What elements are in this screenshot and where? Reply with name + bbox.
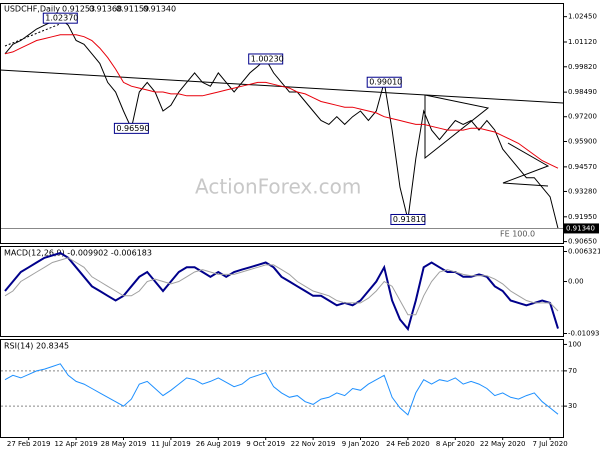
macd-panel	[0, 246, 564, 337]
rsi-title: RSI(14) 20.8345	[4, 342, 69, 351]
y-tick-label: 0.97200	[568, 113, 597, 121]
macd-title: MACD(12,26,9) -0.009902 -0.006183	[4, 249, 152, 258]
y-tick-label: 0.93280	[568, 187, 597, 195]
series-line	[4, 257, 559, 316]
last-price-label: 0.91340	[566, 224, 595, 232]
series-line	[4, 363, 559, 416]
x-tick-label: 24 Feb 2020	[386, 440, 430, 448]
y-tick-label: 0.95900	[568, 138, 597, 146]
symbol: USDCHF,Daily	[4, 5, 60, 14]
y-tick-label: 70	[568, 367, 577, 375]
x-tick-label: 22 Nov 2019	[291, 440, 336, 448]
x-tick-label: 28 May 2019	[101, 440, 147, 448]
y-tick-label: 0.94570	[568, 163, 597, 171]
rsi-panel	[0, 339, 564, 438]
price-label: 0.91810	[393, 215, 426, 224]
price-label: 1.02370	[45, 14, 78, 23]
last-price-box	[564, 223, 599, 234]
wedge	[502, 142, 550, 187]
y-tick-label: 0.90650	[568, 238, 597, 246]
x-tick-label: 12 Apr 2019	[54, 440, 97, 448]
y-tick-label: 1.01120	[568, 38, 597, 46]
y-tick-label: 0.00	[568, 278, 584, 286]
y-tick-label: -0.010939	[568, 330, 600, 338]
y-tick-label: 30	[568, 402, 577, 410]
y-tick-label: 0.006321	[568, 247, 600, 255]
price-box	[248, 53, 284, 65]
series-line	[4, 34, 559, 169]
price-label: 0.96590	[116, 124, 149, 133]
x-tick-label: 8 Apr 2020	[436, 440, 475, 448]
y-tick-label: 0.99820	[568, 63, 597, 71]
triangle	[424, 94, 490, 160]
trend-line	[4, 23, 61, 47]
price-label: 0.99010	[369, 78, 402, 87]
series-line	[4, 17, 559, 229]
x-tick-label: 7 Jul 2020	[533, 440, 568, 448]
y-tick-label: 0.91950	[568, 213, 597, 221]
x-tick-label: 26 Aug 2019	[196, 440, 241, 448]
ohlc: 0.91340	[143, 5, 176, 14]
price-label: 1.00230	[251, 54, 284, 63]
price-box	[113, 122, 149, 134]
y-tick-label: 1.02450	[568, 13, 597, 21]
y-tick-label: 100	[568, 340, 581, 348]
watermark: ActionForex.com	[195, 175, 361, 199]
ohlc: 0.91159	[116, 5, 149, 14]
y-tick-label: 0.98490	[568, 88, 597, 96]
x-tick-label: 22 May 2020	[480, 440, 526, 448]
x-tick-label: 9 Jan 2020	[342, 440, 380, 448]
x-tick-label: 11 Jul 2019	[151, 440, 191, 448]
series-line	[4, 251, 559, 332]
price-box	[366, 76, 402, 88]
footer-label: FE 100.0	[500, 230, 535, 239]
price-box	[42, 12, 78, 24]
ohlc: 0.91368	[89, 5, 122, 14]
x-tick-label: 27 Feb 2019	[7, 440, 51, 448]
ohlc: 0.91253	[62, 5, 95, 14]
price-panel	[0, 3, 564, 244]
x-tick-label: 9 Oct 2019	[246, 440, 285, 448]
price-box	[390, 213, 426, 225]
